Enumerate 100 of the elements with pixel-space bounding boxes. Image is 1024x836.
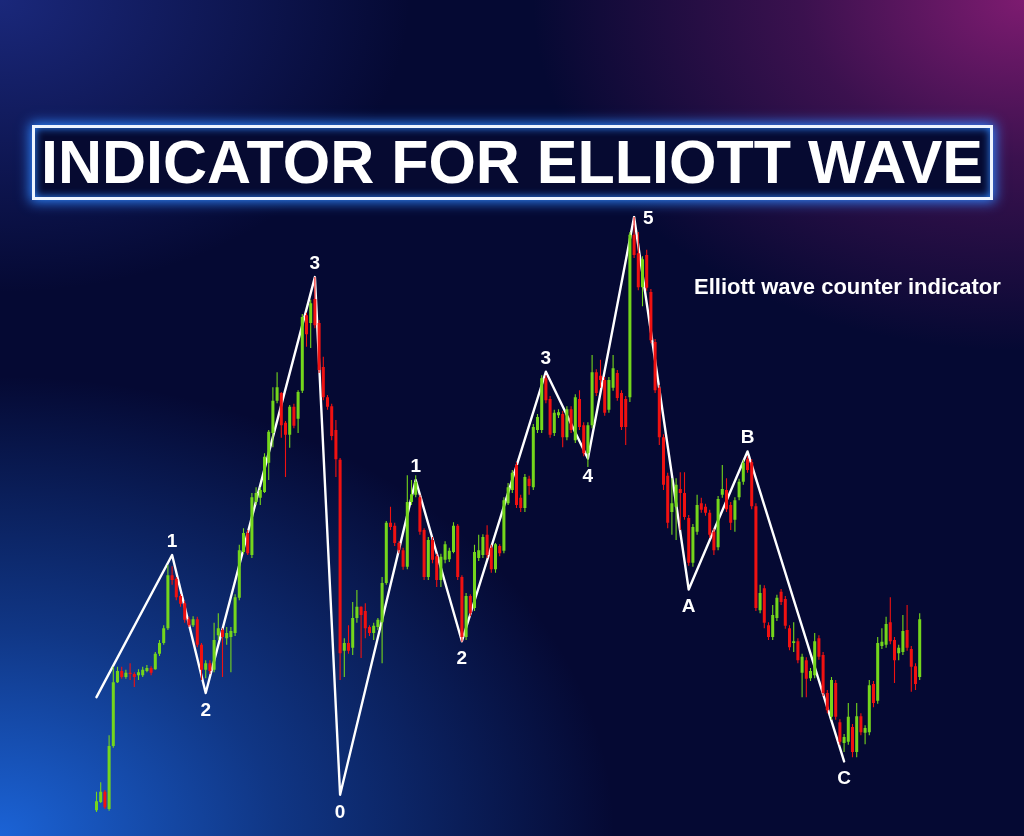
candlestick — [699, 497, 703, 513]
candlestick — [502, 497, 506, 554]
candlestick — [115, 666, 120, 683]
candlestick — [687, 515, 691, 566]
candlestick — [514, 462, 519, 508]
candlestick — [346, 625, 351, 654]
candlestick — [216, 613, 220, 641]
candlestick — [141, 666, 145, 677]
candlestick — [855, 703, 859, 758]
candlestick — [527, 475, 531, 495]
candlestick — [359, 606, 363, 658]
candlestick — [561, 410, 565, 448]
candlestick — [573, 394, 577, 444]
candlestick — [309, 299, 313, 348]
candlestick — [418, 494, 422, 535]
candlestick — [859, 713, 863, 736]
candlestick — [460, 575, 464, 642]
candlestick — [426, 537, 430, 580]
candlestick — [817, 635, 821, 660]
candlestick — [565, 406, 569, 441]
candlestick — [750, 459, 754, 510]
candlestick — [166, 565, 170, 630]
candlestick — [825, 690, 829, 714]
candlestick — [737, 478, 741, 501]
candlestick — [254, 487, 258, 505]
candlestick — [649, 289, 653, 344]
candlestick — [787, 625, 792, 651]
candlestick — [796, 638, 800, 664]
candlestick — [145, 665, 149, 673]
candlestick — [548, 396, 552, 438]
candlestick — [821, 651, 825, 696]
candlestick — [384, 521, 388, 585]
candlestick — [640, 256, 645, 307]
candlestick — [292, 403, 296, 429]
candlestick — [758, 584, 762, 614]
candlestick — [372, 622, 376, 641]
candlestick — [136, 669, 141, 680]
candlestick — [162, 625, 166, 645]
annotation: 0 — [334, 800, 346, 822]
annotation: 5 — [643, 206, 655, 228]
candlestick — [191, 616, 195, 627]
candlestick — [493, 543, 498, 573]
candlestick — [603, 377, 607, 416]
candlestick — [464, 593, 468, 641]
candlestick — [741, 459, 745, 485]
candlestick — [838, 719, 842, 745]
candlestick — [674, 478, 678, 541]
candlestick — [296, 390, 300, 433]
annotation: C — [837, 767, 852, 789]
candlestick — [111, 666, 115, 748]
candlestick — [120, 666, 124, 679]
candlestick — [456, 524, 460, 580]
candlestick — [834, 679, 838, 720]
candlestick — [443, 541, 447, 564]
candlestick — [128, 663, 132, 680]
candlestick — [103, 789, 107, 810]
candlestick — [157, 640, 162, 657]
candlestick — [850, 723, 855, 758]
candlestick — [481, 534, 485, 558]
candlestick — [766, 622, 771, 641]
annotation: 2 — [456, 647, 468, 669]
candlestick — [246, 529, 250, 555]
candlestick — [691, 524, 695, 567]
candlestick — [468, 594, 472, 617]
candlestick — [552, 409, 556, 436]
annotation: 3 — [309, 252, 321, 274]
annotation: B — [740, 426, 755, 448]
candlestick — [153, 651, 157, 670]
candlestick — [800, 653, 804, 698]
candlestick — [682, 472, 687, 520]
candlestick — [149, 666, 153, 676]
candlestick — [107, 735, 111, 811]
annotation: 1 — [410, 454, 422, 476]
candlestick — [695, 494, 699, 535]
candlestick — [195, 616, 199, 648]
candlestick — [212, 622, 216, 673]
candlestick — [498, 544, 502, 557]
candlestick — [540, 375, 544, 433]
annotation: Elliott wave counter indicator — [694, 273, 1002, 299]
candlestick — [204, 660, 208, 679]
candlestick — [628, 231, 632, 403]
annotation: 2 — [200, 699, 211, 720]
annotation: A — [681, 595, 696, 617]
candlestick — [754, 503, 758, 611]
candlestick — [918, 613, 922, 680]
annotation: 1 — [166, 529, 178, 551]
candlestick — [380, 576, 384, 664]
candlestick — [670, 478, 674, 535]
candlestick — [544, 375, 548, 404]
candlestick — [405, 475, 409, 570]
candlestick — [229, 626, 233, 673]
candlestick — [720, 465, 724, 498]
candlestick — [313, 277, 317, 329]
candlestick — [439, 553, 443, 588]
candlestick — [342, 638, 346, 677]
candlestick — [804, 657, 808, 698]
candlestick — [645, 249, 649, 291]
annotation: 3 — [540, 346, 552, 368]
candlestick — [829, 676, 834, 720]
candlestick — [304, 312, 309, 347]
